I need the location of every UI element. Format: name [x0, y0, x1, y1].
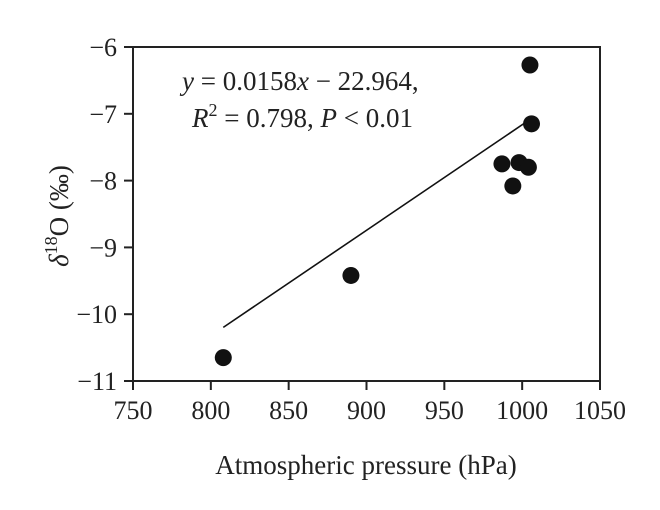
x-tick-label: 850: [269, 396, 308, 425]
x-tick-label: 1000: [496, 396, 548, 425]
data-point: [523, 115, 541, 133]
data-point: [493, 155, 511, 173]
data-point: [521, 56, 539, 74]
x-tick-label: 800: [191, 396, 230, 425]
regression-line: [222, 117, 532, 329]
regression-equation-line1: y = 0.0158x − 22.964,: [179, 66, 419, 96]
x-tick-label: 950: [425, 396, 464, 425]
x-tick-label: 750: [114, 396, 153, 425]
eq-p-symbol: P: [319, 103, 337, 133]
y-axis-title: δ18O (‰): [41, 165, 74, 267]
data-point: [214, 349, 232, 367]
y-tick-label: −10: [76, 300, 117, 329]
eq-r-exponent: 2: [209, 100, 218, 120]
data-points: [214, 56, 541, 367]
y-axis-title-superscript: 18: [41, 236, 61, 254]
regression-equation-line2: R2 = 0.798, P < 0.01: [191, 100, 413, 133]
data-point: [519, 158, 537, 176]
y-tick-label: −7: [89, 100, 117, 129]
eq-p-value: < 0.01: [337, 103, 413, 133]
eq-r-symbol: R: [191, 103, 209, 133]
x-tick-label: 900: [347, 396, 386, 425]
y-tick-label: −8: [89, 167, 117, 196]
y-tick-label: −11: [77, 367, 117, 396]
y-axis-title-suffix: O (‰): [44, 165, 74, 236]
x-axis-title: Atmospheric pressure (hPa): [215, 450, 516, 480]
eq-intercept: − 22.964,: [309, 66, 419, 96]
eq-r-value: = 0.798,: [218, 103, 321, 133]
data-point: [504, 177, 522, 195]
data-point: [342, 266, 360, 284]
x-axis-ticks: 750 800 850 900 950 1000 1050: [114, 381, 626, 425]
eq-y-symbol: y: [179, 66, 194, 96]
y-tick-label: −6: [89, 33, 117, 62]
y-tick-label: −9: [89, 233, 117, 262]
x-tick-label: 1050: [574, 396, 626, 425]
y-axis-ticks: −6 −7 −8 −9 −10 −11: [76, 33, 133, 396]
plot-area-border: [132, 46, 601, 382]
eq-coefficient: = 0.0158: [194, 66, 297, 96]
y-axis-title-delta: δ: [44, 254, 74, 267]
eq-x-symbol: x: [296, 66, 309, 96]
regression-line-group: [222, 117, 532, 329]
plot-frame: [132, 46, 601, 382]
